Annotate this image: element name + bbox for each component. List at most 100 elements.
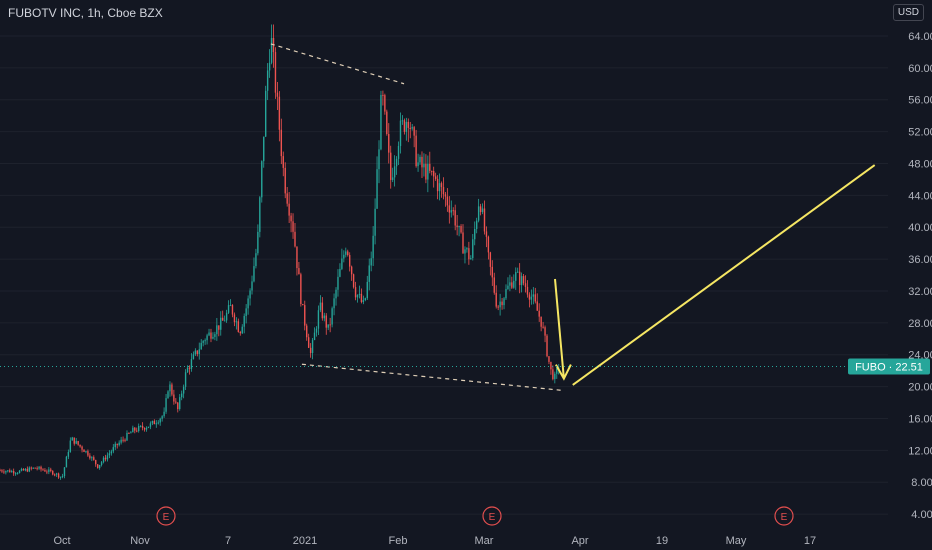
candle-body (290, 215, 292, 222)
earnings-marker[interactable]: E (156, 506, 176, 526)
candle-body (456, 225, 458, 228)
dashed-trendline[interactable] (301, 363, 564, 392)
candle (104, 454, 107, 462)
candle-body (171, 384, 173, 395)
candle (153, 419, 156, 425)
candle (57, 472, 60, 479)
candle (229, 299, 232, 307)
projection-line[interactable] (572, 164, 876, 386)
candle (225, 309, 228, 323)
x-tick-label: Feb (389, 535, 408, 547)
candle (65, 455, 68, 468)
candle (69, 437, 72, 453)
candle (132, 425, 134, 433)
candle (390, 145, 392, 189)
candle-body (235, 321, 238, 323)
candle-body (202, 341, 204, 343)
x-tick-label: Oct (53, 535, 70, 547)
candle-body (442, 187, 445, 195)
candle (313, 327, 316, 341)
candle-body (513, 280, 515, 288)
candle-body (91, 457, 93, 459)
candle-body (223, 320, 226, 322)
y-tick-label: 60.00 (908, 63, 932, 75)
candle-body (352, 274, 355, 288)
candle-body (454, 210, 456, 226)
candle-body (227, 305, 230, 313)
currency-badge[interactable]: USD (892, 4, 924, 21)
candle (395, 156, 398, 175)
candle (286, 186, 288, 207)
candle-body (434, 176, 437, 179)
candle (341, 248, 343, 271)
candle (499, 293, 501, 316)
last-price-tag[interactable]: FUBO · 22.51 (848, 358, 930, 375)
down-arrow[interactable] (554, 278, 572, 381)
y-tick-label: 4.00 (911, 509, 932, 521)
candle (522, 273, 525, 286)
candle-body (200, 342, 202, 350)
candle-body (102, 457, 105, 463)
candle (149, 421, 152, 430)
candle (386, 109, 388, 136)
candle (479, 203, 482, 216)
candle-body (311, 340, 314, 354)
candle (403, 118, 406, 135)
candle (460, 224, 462, 234)
x-tick-label: May (726, 535, 747, 547)
candle-body (42, 469, 44, 471)
candle (399, 112, 402, 154)
candle-body (73, 437, 75, 444)
candle (417, 153, 419, 172)
candle (307, 333, 310, 349)
candle-body (130, 432, 132, 434)
candle-body (110, 451, 113, 454)
candle (280, 118, 283, 165)
candle-body (313, 332, 316, 341)
candle (466, 247, 468, 253)
candle (163, 407, 165, 418)
candle (350, 265, 353, 281)
candle-body (96, 464, 99, 469)
candle-body (278, 96, 281, 130)
candle (544, 325, 546, 343)
candles (0, 24, 560, 480)
candle-body (237, 321, 240, 332)
earnings-marker[interactable]: E (482, 506, 502, 526)
candle (348, 252, 351, 272)
candle-body (333, 298, 335, 309)
candle-body (167, 391, 169, 399)
candle (438, 173, 441, 201)
x-axis[interactable]: Oct Nov 7 2021 Feb Mar Apr 19 May 17 (53, 535, 816, 547)
candle-body (374, 208, 376, 236)
candle (139, 425, 142, 428)
candle (263, 136, 265, 168)
candle (323, 312, 325, 322)
y-tick-label: 8.00 (911, 477, 932, 489)
candle (294, 222, 296, 248)
candle-body (44, 470, 46, 472)
candle-body (448, 205, 451, 213)
candle-body (376, 169, 378, 209)
candle-body (323, 315, 325, 319)
dashed-trendline[interactable] (270, 43, 405, 85)
candle-body (474, 228, 476, 240)
candle (196, 350, 199, 357)
candle (44, 468, 46, 472)
candle (9, 468, 11, 473)
y-axis[interactable]: 64.00 60.00 56.00 52.00 48.00 44.00 40.00 36.00… (908, 31, 932, 521)
y-tick-label: 28.00 (908, 318, 932, 330)
candle (317, 305, 320, 335)
earnings-marker[interactable]: E (774, 506, 794, 526)
candle-body (399, 120, 402, 146)
candle-body (325, 315, 327, 328)
candle-body (143, 427, 146, 430)
candle (93, 455, 95, 461)
candle-body (163, 411, 165, 417)
y-tick-label: 48.00 (908, 158, 932, 170)
candle (116, 443, 118, 449)
candle-body (464, 249, 466, 254)
candle-body (479, 206, 482, 213)
